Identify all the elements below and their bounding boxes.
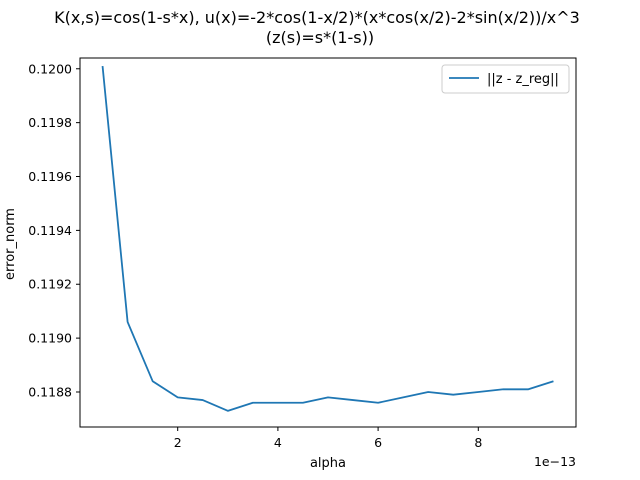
chart-title-line1: K(x,s)=cos(1-s*x), u(x)=-2*cos(1-x/2)*(x… [54,8,580,27]
x-tick-label: 2 [174,435,182,450]
series-line [101,65,554,412]
x-axis-ticks: 2 4 6 8 [174,427,482,450]
y-tick-label: 0.1192 [28,277,72,292]
x-tick-label: 4 [274,435,282,450]
chart-title-line2: (z(s)=s*(1-s)) [266,28,374,47]
y-tick-label: 0.1198 [28,115,72,130]
y-tick-label: 0.1200 [28,61,72,76]
y-axis-ticks: 0.1188 0.1190 0.1192 0.1194 0.1196 0.1198 0.12… [28,61,80,399]
plot-frame [79,57,577,428]
x-tick-label: 8 [474,435,482,450]
y-tick-label: 0.1194 [28,223,72,238]
legend-box [441,64,570,94]
plot-content [101,65,554,412]
x-tick-label: 6 [374,435,382,450]
x-axis-label: alpha [310,456,346,471]
y-tick-label: 0.1196 [28,169,72,184]
legend-series-label: ||z - z_reg|| [487,72,559,87]
y-tick-label: 0.1190 [28,331,72,346]
y-tick-label: 0.1188 [28,384,72,399]
legend: ||z - z_reg|| [441,64,570,94]
x-axis-offset-label: 1e−13 [534,454,576,469]
y-axis-label: error_norm [3,208,18,280]
